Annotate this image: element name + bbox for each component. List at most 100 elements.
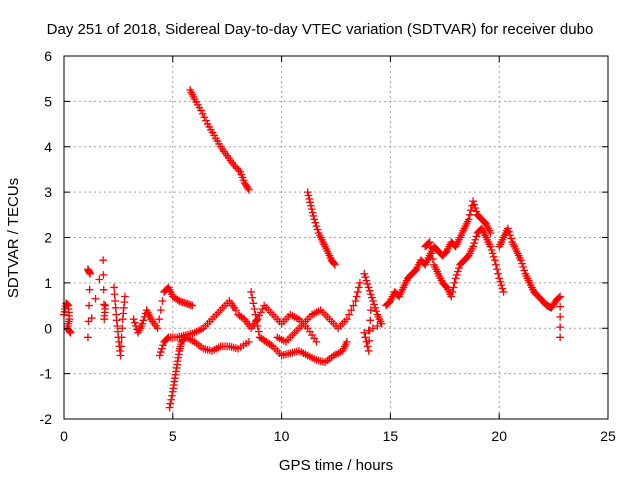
data-point-interp xyxy=(472,207,481,216)
data-point xyxy=(155,351,164,360)
data-point-interp xyxy=(505,227,513,236)
chart-title: Day 251 of 2018, Sidereal Day-to-day VTE… xyxy=(47,21,594,38)
data-point-interp xyxy=(91,294,100,303)
data-point-interp xyxy=(100,300,108,309)
data-point xyxy=(360,328,369,337)
data-point xyxy=(310,215,319,224)
data-point xyxy=(116,351,125,360)
data-point xyxy=(377,319,386,328)
data-point xyxy=(99,256,108,265)
data-point-interp xyxy=(111,303,120,312)
data-point-interp xyxy=(254,327,263,336)
data-point xyxy=(490,256,499,265)
data-point xyxy=(153,324,162,333)
x-tick-label: 25 xyxy=(600,428,616,444)
data-point-interp xyxy=(139,316,148,325)
data-point-interp xyxy=(497,281,506,289)
satellite-track-i xyxy=(247,288,351,367)
data-point xyxy=(364,347,373,355)
data-point-interp xyxy=(518,259,526,268)
y-tick-label: 1 xyxy=(44,275,52,291)
x-axis-label: GPS time / hours xyxy=(279,457,393,474)
data-point-interp xyxy=(450,279,459,287)
satellite-track-b xyxy=(84,256,110,342)
data-point-interp xyxy=(156,348,165,356)
data-point-interp xyxy=(95,275,104,284)
data-point-interp xyxy=(496,277,505,286)
data-point-interp xyxy=(99,271,108,279)
x-tick-label: 5 xyxy=(169,428,177,444)
satellite-track-m xyxy=(382,197,495,310)
data-point xyxy=(86,269,94,278)
satellite-track-g xyxy=(186,86,253,194)
data-point xyxy=(356,279,364,287)
data-point-interp xyxy=(362,276,371,285)
data-point-interp xyxy=(159,341,167,350)
data-point-interp xyxy=(65,327,74,336)
data-point-interp xyxy=(349,301,358,310)
data-point-interp xyxy=(354,283,363,292)
data-point-interp xyxy=(507,234,516,243)
data-point xyxy=(464,215,473,224)
data-point xyxy=(312,338,321,346)
data-point-interp xyxy=(365,326,374,335)
data-point xyxy=(425,238,434,246)
data-point-interp xyxy=(366,290,375,299)
data-point xyxy=(165,403,174,412)
data-point xyxy=(251,310,260,319)
tick-layer: 0 5 10 15 20 25 -2 -1 0 1 2 3 4 5 6 xyxy=(40,48,616,444)
data-point-interp xyxy=(85,285,94,294)
satellite-track-h xyxy=(234,301,321,346)
data-point-interp xyxy=(493,265,501,274)
data-point xyxy=(447,292,456,301)
data-point-interp xyxy=(519,263,527,271)
data-point-interp xyxy=(99,285,108,294)
data-point-interp xyxy=(555,293,563,302)
y-tick-label: 5 xyxy=(44,93,52,109)
x-tick-label: 15 xyxy=(383,428,399,444)
data-point xyxy=(236,167,245,176)
data-point-interp xyxy=(238,173,247,182)
satellite-track-a xyxy=(60,299,75,337)
satellite-track-c xyxy=(110,283,129,360)
data-point-interp xyxy=(471,204,480,212)
data-point-interp xyxy=(366,316,375,325)
data-point-interp xyxy=(487,246,496,254)
data-point xyxy=(232,306,240,314)
y-axis-label: SDTVAR / TECUs xyxy=(5,178,22,298)
data-point-interp xyxy=(312,222,321,231)
data-point-interp xyxy=(556,302,564,311)
data-point-interp xyxy=(111,297,119,305)
data-point-interp xyxy=(347,306,356,314)
data-point-interp xyxy=(308,208,317,217)
data-point-interp xyxy=(472,232,481,241)
data-point-interp xyxy=(118,324,127,333)
x-tick-label: 10 xyxy=(274,428,290,444)
data-point xyxy=(245,186,253,194)
data-point xyxy=(556,292,564,301)
data-point-interp xyxy=(158,297,167,305)
data-point-interp xyxy=(452,271,461,279)
y-tick-label: 6 xyxy=(44,48,52,64)
satellite-track-j xyxy=(303,188,339,269)
data-point xyxy=(366,306,375,314)
data-point-interp xyxy=(471,235,480,244)
data-point xyxy=(469,197,477,206)
data-point xyxy=(369,297,377,305)
data-point xyxy=(495,274,504,283)
data-point-interp xyxy=(249,299,258,308)
data-point-interp xyxy=(313,225,322,234)
data-point-interp xyxy=(489,252,498,261)
data-point xyxy=(351,297,360,305)
data-point xyxy=(110,283,118,292)
data-point-interp xyxy=(426,243,435,252)
data-point-interp xyxy=(498,284,507,293)
data-point-interp xyxy=(467,206,475,215)
satellite-track-f xyxy=(165,333,253,412)
data-point xyxy=(121,292,129,301)
data-point xyxy=(84,333,92,342)
data-point-interp xyxy=(252,316,261,325)
data-point-interp xyxy=(85,301,93,310)
data-point-interp xyxy=(166,399,175,408)
data-point-interp xyxy=(427,249,436,258)
